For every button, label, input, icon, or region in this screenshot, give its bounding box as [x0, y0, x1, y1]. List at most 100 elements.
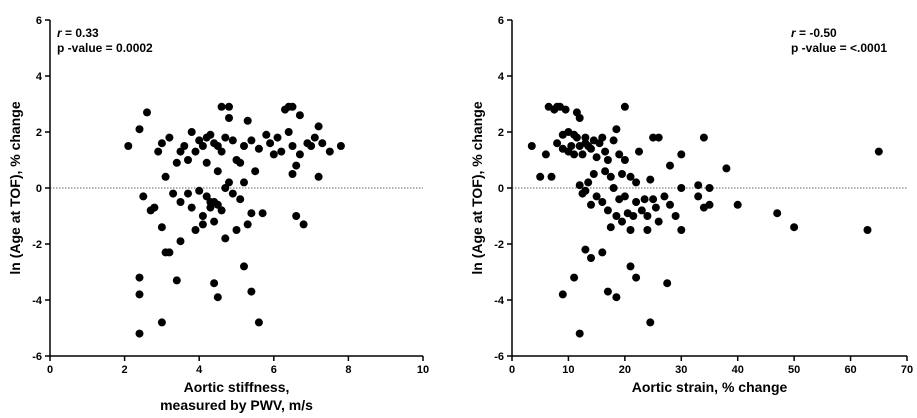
data-point — [135, 290, 144, 299]
p-value-annotation: p -value = 0.0002 — [57, 41, 153, 55]
x-axis-title: Aortic stiffness, — [184, 379, 290, 395]
data-point — [187, 203, 196, 212]
data-point — [247, 136, 256, 145]
data-point — [307, 142, 316, 150]
x-tick-label: 10 — [417, 364, 429, 376]
data-point — [176, 198, 185, 206]
data-point — [191, 147, 200, 156]
data-point — [150, 203, 159, 212]
data-point — [581, 133, 590, 142]
data-point — [135, 273, 144, 282]
data-point — [288, 170, 297, 178]
data-point — [646, 318, 655, 327]
data-point — [325, 147, 334, 156]
data-point — [677, 184, 686, 192]
y-axis-title: ln (Age at TOF), % change — [469, 101, 485, 274]
data-point — [184, 189, 192, 198]
y-tick-label: 2 — [36, 127, 42, 139]
data-point — [575, 181, 584, 190]
data-point — [157, 139, 166, 148]
data-point — [157, 223, 166, 232]
data-point — [157, 318, 166, 327]
data-point — [663, 279, 672, 288]
data-point — [705, 200, 714, 209]
data-point — [620, 156, 629, 164]
data-point — [606, 172, 615, 181]
y-tick-label: -2 — [32, 239, 42, 251]
data-point — [632, 273, 641, 282]
data-point — [195, 186, 204, 195]
data-point — [666, 200, 674, 209]
r-value: = 0.33 — [62, 26, 99, 40]
data-point — [629, 212, 638, 220]
x-tick-label: 50 — [788, 364, 800, 376]
data-point — [292, 212, 301, 220]
data-point — [172, 158, 181, 167]
data-point — [202, 158, 211, 167]
y-tick-label: 4 — [36, 71, 43, 83]
data-point — [666, 161, 674, 170]
data-point — [206, 130, 215, 139]
data-point — [598, 248, 607, 257]
data-point — [626, 172, 635, 181]
data-point — [269, 150, 278, 159]
data-point — [598, 198, 607, 206]
data-point — [314, 172, 323, 181]
data-point — [578, 150, 587, 159]
data-point — [606, 223, 615, 232]
data-point — [247, 209, 256, 218]
data-point — [626, 262, 635, 271]
p-value-annotation: p -value = <.0001 — [791, 41, 887, 55]
data-point — [213, 142, 222, 150]
data-point — [169, 189, 178, 198]
data-point — [288, 142, 297, 150]
x-tick-label: 0 — [47, 364, 53, 376]
data-point — [640, 195, 649, 204]
data-point — [575, 329, 584, 338]
data-point — [694, 181, 703, 190]
data-point — [314, 122, 323, 131]
data-point — [254, 144, 263, 153]
data-point — [620, 102, 629, 111]
y-tick-label: -6 — [32, 351, 42, 363]
data-point — [172, 276, 181, 285]
data-point — [620, 192, 629, 201]
data-point — [254, 318, 263, 327]
data-point — [587, 254, 595, 262]
x-tick-label: 20 — [619, 364, 631, 376]
data-point — [609, 184, 618, 192]
data-point — [180, 142, 189, 150]
data-point — [603, 206, 612, 215]
data-point — [284, 128, 293, 136]
data-point — [536, 172, 545, 181]
data-point — [677, 150, 686, 159]
data-point — [558, 290, 567, 299]
data-point — [299, 220, 308, 229]
data-point — [198, 212, 207, 220]
data-point — [637, 206, 646, 215]
data-point — [165, 133, 174, 142]
data-point — [295, 111, 304, 120]
data-point — [584, 178, 593, 187]
data-point — [187, 128, 196, 136]
data-point — [176, 147, 185, 156]
data-point — [618, 170, 626, 178]
y-tick-label: -4 — [32, 295, 43, 307]
scatter-chart-1: -6 -4 -2 0 2 4 6 0 2 4 6 8 10 ln (Age at TOF), % chan… — [7, 15, 429, 413]
data-point — [225, 102, 233, 111]
data-point — [570, 273, 579, 282]
data-point — [654, 133, 663, 142]
data-point — [592, 153, 601, 162]
data-point — [228, 136, 237, 145]
data-point — [547, 172, 556, 181]
data-point — [213, 167, 222, 176]
x-axis-title: Aortic strain, % change — [632, 379, 788, 395]
data-point — [598, 133, 607, 142]
x-tick-label: 10 — [562, 364, 574, 376]
data-point — [722, 164, 731, 173]
data-point — [677, 226, 686, 234]
data-point — [643, 226, 652, 234]
data-point — [733, 200, 742, 209]
r-value: = -0.50 — [796, 26, 837, 40]
data-point — [240, 178, 248, 187]
